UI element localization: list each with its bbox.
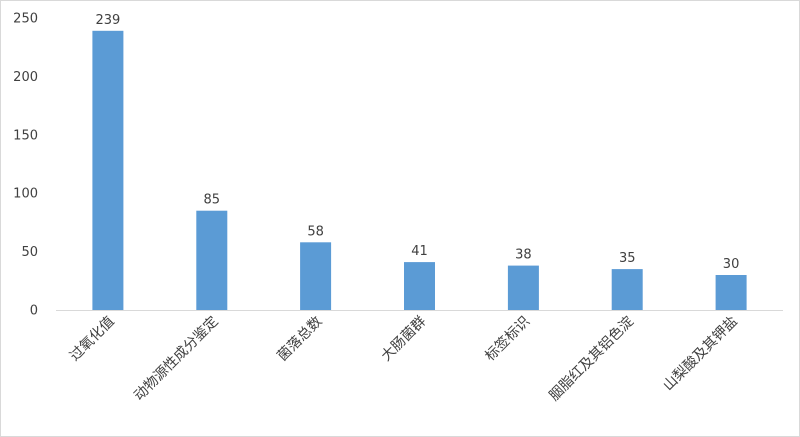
bars-group [92,30,747,311]
bar [507,265,539,310]
bar [92,30,124,311]
category-label: 动物源性成分鉴定 [131,314,222,405]
y-tick-label: 200 [13,70,38,85]
data-label: 239 [96,13,121,28]
y-tick-label: 250 [13,12,38,27]
data-label: 38 [515,248,532,263]
y-axis-ticks: 0 50 100 150 200 250 [13,12,38,319]
bar [611,269,643,310]
bar [715,275,747,310]
data-label: 41 [411,244,428,259]
data-label: 85 [204,193,221,208]
y-tick-label: 0 [30,304,38,319]
category-label: 山梨酸及其钾盐 [660,314,741,395]
data-label: 58 [307,224,324,239]
data-label: 35 [619,251,636,266]
category-label: 菌落总数 [275,314,326,365]
category-labels-group: 过氧化值 动物源性成分鉴定 菌落总数 大肠菌群 标签标识 胭脂红及其铝色淀 山梨酸及其钾盐 [67,313,741,404]
y-tick-label: 150 [13,128,38,143]
category-label: 大肠菌群 [378,314,429,365]
category-label: 标签标识 [482,313,534,365]
bar [404,262,435,310]
data-label: 30 [723,257,740,272]
y-tick-label: 100 [13,187,38,202]
category-label: 胭脂红及其铝色淀 [546,313,637,404]
bar [300,242,332,310]
bar [196,210,228,310]
data-labels-group: 239 85 58 41 38 35 30 [96,13,740,272]
category-label: 过氧化值 [67,314,118,365]
y-tick-label: 50 [21,245,38,260]
